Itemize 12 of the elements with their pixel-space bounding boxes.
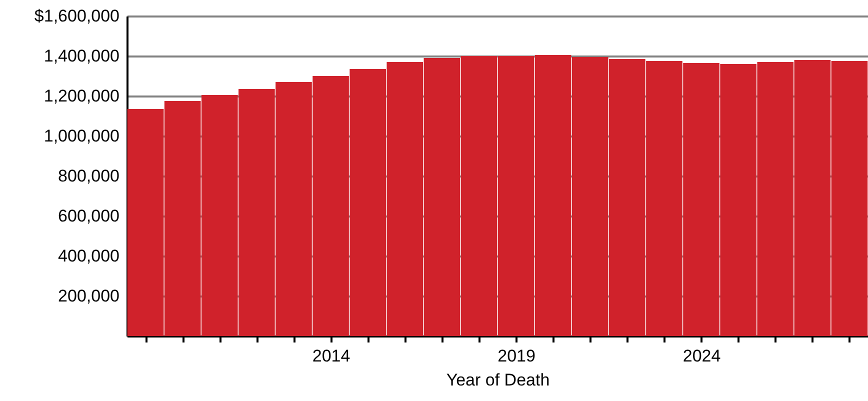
y-tick-label: 1,000,000 bbox=[44, 126, 120, 146]
y-tick-label: 400,000 bbox=[58, 246, 120, 266]
y-tick-label: 200,000 bbox=[58, 286, 120, 306]
x-tick-label: 2019 bbox=[498, 346, 536, 366]
y-tick-label: $1,600,000 bbox=[34, 6, 120, 26]
y-tick-label: 1,200,000 bbox=[44, 86, 120, 106]
y-tick-label: 600,000 bbox=[58, 206, 120, 226]
x-tick-label: 2014 bbox=[312, 346, 350, 366]
x-axis-title: Year of Death bbox=[446, 370, 550, 390]
y-tick-label: 1,400,000 bbox=[44, 46, 120, 66]
x-tick-label: 2024 bbox=[682, 346, 721, 366]
y-tick-label: 800,000 bbox=[58, 166, 120, 186]
